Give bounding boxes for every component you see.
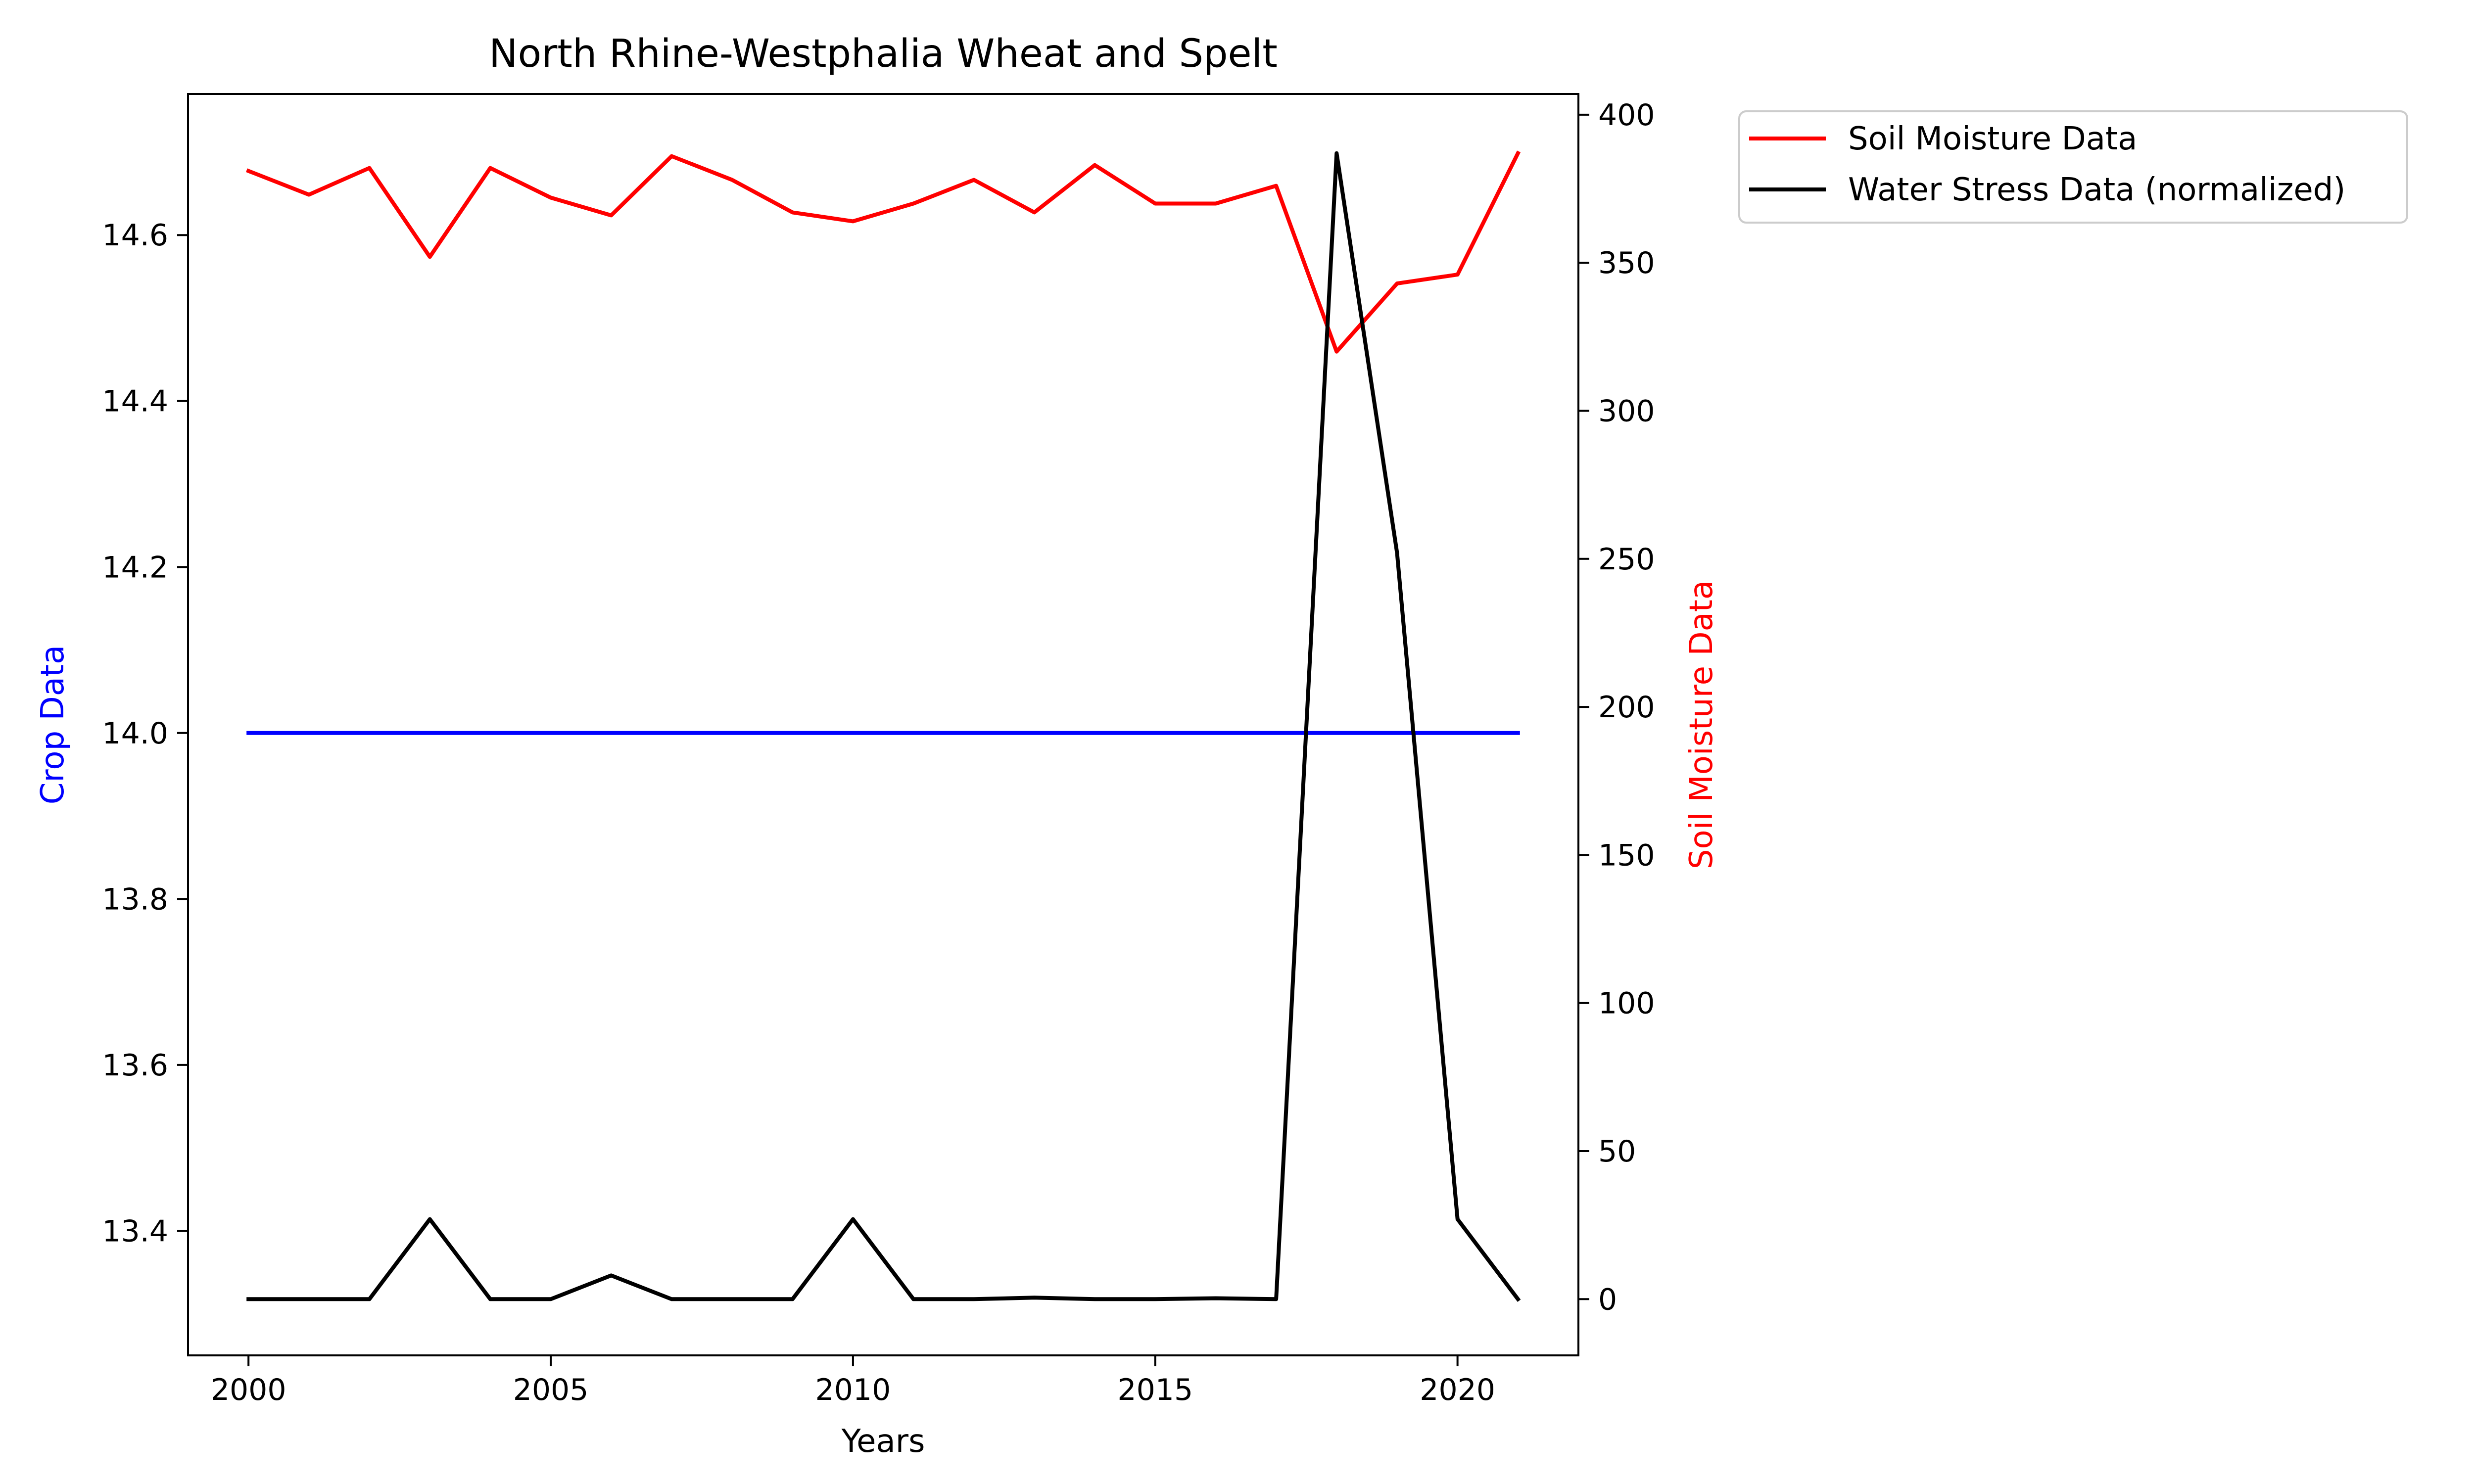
x-axis: 2000 2005 2010 2015 2020 — [211, 1355, 1495, 1407]
x-tick-label: 2010 — [815, 1373, 891, 1407]
left-y-axis-label: Crop Data — [35, 645, 71, 805]
right-y-tick-label: 300 — [1598, 394, 1655, 428]
right-y-tick-label: 0 — [1598, 1282, 1617, 1317]
plot-area-frame — [187, 93, 1579, 1356]
right-y-tick-label: 50 — [1598, 1134, 1636, 1169]
right-y-tick-label: 200 — [1598, 690, 1655, 725]
x-tick-label: 2020 — [1420, 1373, 1495, 1407]
right-y-tick-label: 150 — [1598, 838, 1655, 873]
left-y-tick-label: 13.4 — [102, 1214, 168, 1249]
right-y-tick-label: 400 — [1598, 98, 1655, 133]
legend-frame — [1738, 110, 2408, 224]
x-tick-label: 2000 — [211, 1373, 286, 1407]
legend-label: Water Stress Data (normalized) — [1848, 172, 2345, 208]
series-layer — [246, 150, 1521, 1302]
series-line-water-stress-data-normalized — [246, 151, 1521, 1302]
right-y-tick-label: 250 — [1598, 542, 1655, 577]
series-line-soil-moisture-data — [246, 150, 1521, 354]
left-y-axis: 13.4 13.6 13.8 14.0 14.2 14.4 14.6 — [102, 218, 188, 1249]
left-y-tick-label: 13.6 — [102, 1048, 168, 1083]
legend-label: Soil Moisture Data — [1848, 121, 2137, 157]
left-y-tick-label: 13.8 — [102, 882, 168, 917]
right-y-axis: 0 50 100 150 200 250 300 350 400 — [1578, 98, 1655, 1317]
x-tick-label: 2015 — [1117, 1373, 1193, 1407]
right-y-tick-label: 350 — [1598, 246, 1655, 280]
x-tick-label: 2005 — [513, 1373, 589, 1407]
left-y-tick-label: 14.2 — [102, 550, 168, 585]
legend: Soil Moisture Data Water Stress Data (nor… — [1738, 110, 2408, 224]
chart-title: North Rhine-Westphalia Wheat and Spelt — [489, 32, 1278, 76]
right-y-tick-label: 100 — [1598, 986, 1655, 1021]
right-y-axis-label: Soil Moisture Data — [1683, 580, 1720, 869]
left-y-tick-label: 14.0 — [102, 716, 168, 751]
left-y-tick-label: 14.6 — [102, 218, 168, 253]
left-y-tick-label: 14.4 — [102, 384, 168, 419]
x-axis-label: Years — [841, 1423, 925, 1460]
